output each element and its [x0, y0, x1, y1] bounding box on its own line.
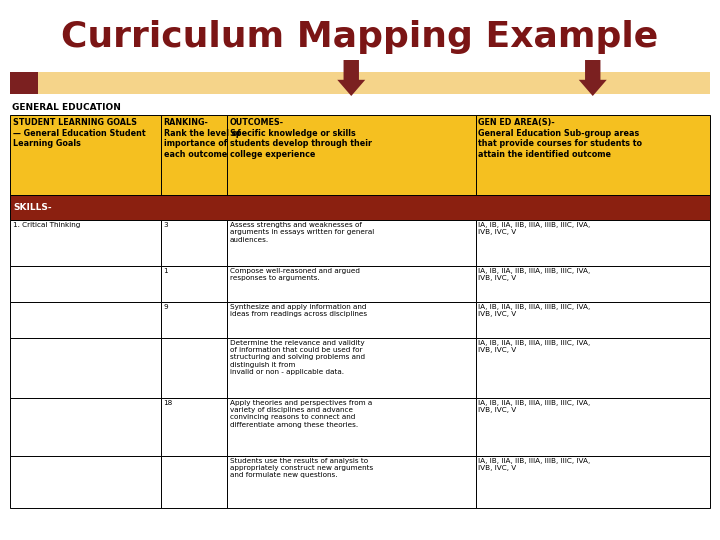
- Bar: [161, 266, 227, 302]
- Text: RANKING-
Rank the level of
importance of
each outcome: RANKING- Rank the level of importance of…: [163, 118, 240, 159]
- FancyArrow shape: [337, 60, 365, 96]
- Text: Curriculum Mapping Example: Curriculum Mapping Example: [61, 21, 659, 55]
- Bar: [10, 72, 710, 94]
- Bar: [227, 456, 475, 508]
- Bar: [475, 115, 710, 195]
- Bar: [10, 266, 161, 302]
- Text: STUDENT LEARNING GOALS
— General Education Student
Learning Goals: STUDENT LEARNING GOALS — General Educati…: [13, 118, 145, 149]
- Bar: [10, 302, 161, 338]
- Bar: [227, 302, 475, 338]
- Bar: [227, 220, 475, 266]
- Text: IA, IB, IIA, IIB, IIIA, IIIB, IIIC, IVA,
IVB, IVC, V: IA, IB, IIA, IIB, IIIA, IIIB, IIIC, IVA,…: [479, 222, 590, 235]
- Bar: [10, 398, 161, 456]
- Bar: [475, 302, 710, 338]
- Text: 1. Critical Thinking: 1. Critical Thinking: [13, 222, 81, 228]
- Bar: [475, 220, 710, 266]
- Bar: [10, 72, 38, 94]
- Text: Apply theories and perspectives from a
variety of disciplines and advance
convin: Apply theories and perspectives from a v…: [230, 400, 372, 428]
- Text: IA, IB, IIA, IIB, IIIA, IIIB, IIIC, IVA,
IVB, IVC, V: IA, IB, IIA, IIB, IIIA, IIIB, IIIC, IVA,…: [479, 304, 590, 317]
- Text: OUTCOMES-
Specific knowledge or skills
students develop through their
college ex: OUTCOMES- Specific knowledge or skills s…: [230, 118, 372, 159]
- Bar: [227, 398, 475, 456]
- Bar: [10, 195, 710, 220]
- Text: 3: 3: [163, 222, 168, 228]
- Bar: [161, 302, 227, 338]
- Text: IA, IB, IIA, IIB, IIIA, IIIB, IIIC, IVA,
IVB, IVC, V: IA, IB, IIA, IIB, IIIA, IIIB, IIIC, IVA,…: [479, 458, 590, 471]
- Bar: [161, 115, 227, 195]
- Bar: [227, 266, 475, 302]
- Bar: [475, 398, 710, 456]
- Bar: [10, 338, 161, 398]
- Bar: [475, 266, 710, 302]
- Text: IA, IB, IIA, IIB, IIIA, IIIB, IIIC, IVA,
IVB, IVC, V: IA, IB, IIA, IIB, IIIA, IIIB, IIIC, IVA,…: [479, 340, 590, 353]
- Text: 18: 18: [163, 400, 173, 406]
- Text: Compose well-reasoned and argued
responses to arguments.: Compose well-reasoned and argued respons…: [230, 268, 360, 281]
- Bar: [161, 220, 227, 266]
- Bar: [10, 456, 161, 508]
- Text: GEN ED AREA(S)-
General Education Sub-group areas
that provide courses for stude: GEN ED AREA(S)- General Education Sub-gr…: [479, 118, 642, 159]
- Bar: [10, 220, 161, 266]
- Bar: [475, 456, 710, 508]
- Text: GENERAL EDUCATION: GENERAL EDUCATION: [12, 103, 121, 112]
- Text: Students use the results of analysis to
appropriately construct new arguments
an: Students use the results of analysis to …: [230, 458, 373, 478]
- FancyArrow shape: [579, 60, 607, 96]
- Bar: [10, 115, 161, 195]
- Text: 1: 1: [163, 268, 168, 274]
- Bar: [161, 398, 227, 456]
- Text: Assess strengths and weaknesses of
arguments in essays written for general
audie: Assess strengths and weaknesses of argum…: [230, 222, 374, 242]
- Bar: [161, 456, 227, 508]
- Text: IA, IB, IIA, IIB, IIIA, IIIB, IIIC, IVA,
IVB, IVC, V: IA, IB, IIA, IIB, IIIA, IIIB, IIIC, IVA,…: [479, 268, 590, 281]
- Text: 9: 9: [163, 304, 168, 310]
- Text: Synthesize and apply information and
ideas from readings across disciplines: Synthesize and apply information and ide…: [230, 304, 367, 317]
- Bar: [227, 115, 475, 195]
- Text: SKILLS-: SKILLS-: [13, 203, 52, 212]
- Bar: [475, 338, 710, 398]
- Bar: [227, 338, 475, 398]
- Text: IA, IB, IIA, IIB, IIIA, IIIB, IIIC, IVA,
IVB, IVC, V: IA, IB, IIA, IIB, IIIA, IIIB, IIIC, IVA,…: [479, 400, 590, 413]
- Text: Determine the relevance and validity
of information that could be used for
struc: Determine the relevance and validity of …: [230, 340, 365, 375]
- Bar: [161, 338, 227, 398]
